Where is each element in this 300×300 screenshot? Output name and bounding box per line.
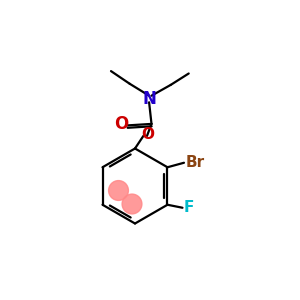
Text: O: O — [114, 115, 128, 133]
Circle shape — [109, 181, 128, 200]
Circle shape — [122, 194, 142, 214]
Text: F: F — [184, 200, 194, 215]
Text: N: N — [142, 90, 156, 108]
Text: Br: Br — [185, 155, 205, 170]
Text: O: O — [141, 127, 154, 142]
